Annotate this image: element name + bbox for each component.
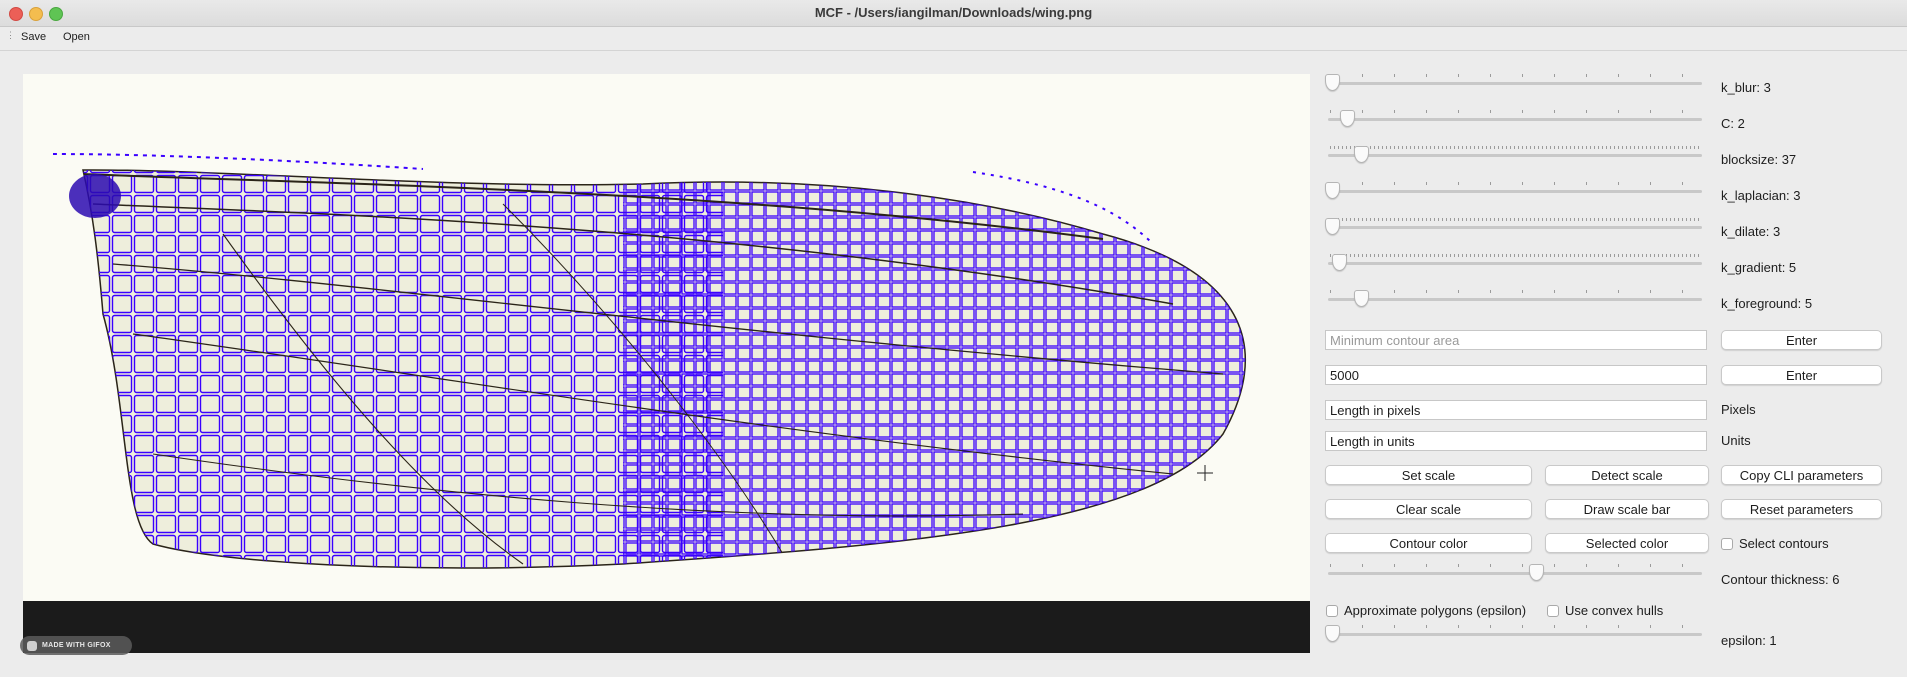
epsilon-slider[interactable] [1325, 625, 1705, 643]
window-title: MCF - /Users/iangilman/Downloads/wing.pn… [814, 5, 1093, 20]
gifox-watermark: MADE WITH GIFOX [20, 636, 132, 655]
contour-thickness-label: Contour thickness: 6 [1721, 572, 1840, 587]
set-scale-button[interactable]: Set scale [1325, 465, 1532, 485]
enter-min-contour-button[interactable]: Enter [1721, 330, 1882, 350]
k-foreground-label: k_foreground: 5 [1721, 296, 1813, 311]
approximate-polygons-checkbox[interactable]: Approximate polygons (epsilon) [1326, 603, 1526, 618]
watermark-text: MADE WITH GIFOX [42, 642, 111, 649]
k-dilate-label: k_dilate: 3 [1721, 224, 1781, 239]
contour-thickness-slider[interactable] [1325, 564, 1705, 582]
k-gradient-slider[interactable] [1325, 254, 1705, 272]
k-dilate-slider[interactable] [1325, 218, 1705, 236]
slider-knob[interactable] [1354, 146, 1370, 163]
select-contours-label: Select contours [1739, 536, 1829, 551]
enter-contour-button[interactable]: Enter [1721, 365, 1882, 385]
pixels-label: Pixels [1721, 402, 1756, 417]
min-contour-area-input[interactable] [1325, 330, 1707, 350]
k-gradient-label: k_gradient: 5 [1721, 260, 1797, 275]
blocksize-label: blocksize: 37 [1721, 152, 1797, 167]
draw-scale-bar-button[interactable]: Draw scale bar [1545, 499, 1709, 519]
c-slider[interactable] [1325, 110, 1705, 128]
epsilon-label: epsilon: 1 [1721, 633, 1777, 648]
image-canvas[interactable] [23, 74, 1310, 653]
length-units-input[interactable] [1325, 431, 1707, 451]
c-label: C: 2 [1721, 116, 1745, 131]
slider-knob[interactable] [1325, 182, 1340, 199]
checkbox-box[interactable] [1547, 604, 1559, 617]
checkbox-box[interactable] [1326, 604, 1338, 617]
toolbar-grip-icon[interactable]: ⋮ [6, 30, 15, 40]
blocksize-slider[interactable] [1325, 146, 1705, 164]
contour-area-input[interactable] [1325, 365, 1707, 385]
length-pixels-input[interactable] [1325, 400, 1707, 420]
approximate-polygons-label: Approximate polygons (epsilon) [1344, 603, 1527, 618]
title-bar: MCF - /Users/iangilman/Downloads/wing.pn… [0, 0, 1907, 27]
copy-cli-parameters-button[interactable]: Copy CLI parameters [1721, 465, 1882, 485]
selected-color-button[interactable]: Selected color [1545, 533, 1709, 553]
slider-knob[interactable] [1339, 110, 1355, 127]
checkbox-box[interactable] [1721, 537, 1733, 550]
detect-scale-button[interactable]: Detect scale [1545, 465, 1709, 485]
slider-knob[interactable] [1332, 254, 1348, 271]
k-blur-slider[interactable] [1325, 74, 1705, 92]
clear-scale-button[interactable]: Clear scale [1325, 499, 1532, 519]
units-label: Units [1721, 433, 1751, 448]
zoom-window-button[interactable] [49, 7, 63, 21]
minimize-window-button[interactable] [29, 7, 43, 21]
slider-knob[interactable] [1325, 218, 1340, 235]
k-foreground-slider[interactable] [1325, 290, 1705, 308]
slider-knob[interactable] [1354, 290, 1370, 307]
slider-knob[interactable] [1325, 625, 1340, 642]
gifox-logo-icon [27, 640, 37, 651]
open-button[interactable]: Open [63, 31, 90, 43]
plus-cursor-icon [1197, 465, 1213, 481]
close-window-button[interactable] [9, 7, 23, 21]
select-contours-checkbox[interactable]: Select contours [1721, 536, 1829, 551]
k-laplacian-label: k_laplacian: 3 [1721, 188, 1801, 203]
k-blur-label: k_blur: 3 [1721, 80, 1771, 95]
slider-knob[interactable] [1325, 74, 1340, 91]
k-laplacian-slider[interactable] [1325, 182, 1705, 200]
convex-hulls-label: Use convex hulls [1565, 603, 1664, 618]
contour-color-button[interactable]: Contour color [1325, 533, 1532, 553]
toolbar: ⋮ Save Open [0, 27, 1907, 51]
slider-knob[interactable] [1529, 564, 1545, 581]
save-button[interactable]: Save [21, 31, 47, 43]
convex-hulls-checkbox[interactable]: Use convex hulls [1547, 603, 1663, 618]
reset-parameters-button[interactable]: Reset parameters [1721, 499, 1882, 519]
